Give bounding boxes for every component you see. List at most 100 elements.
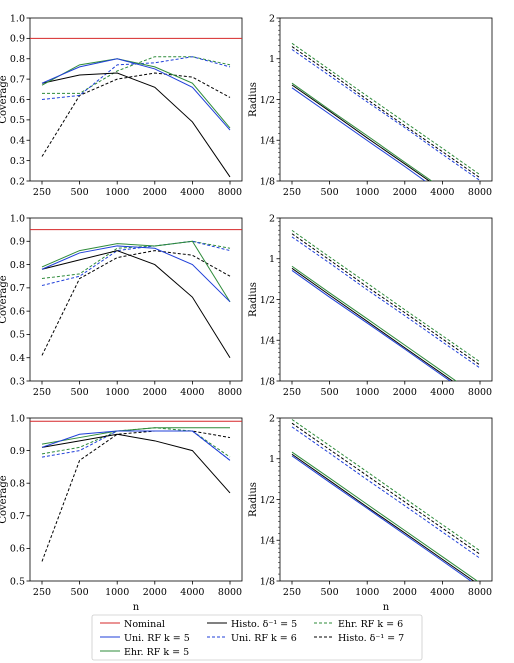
x-tick-label: 2000 [143, 187, 167, 198]
y-tick-label: 1/4 [260, 136, 275, 147]
series-line-histo7 [291, 422, 481, 555]
x-tick-label: 8000 [218, 387, 242, 398]
x-tick-label: 4000 [430, 187, 454, 198]
y-tick-label: 0.6 [10, 544, 25, 555]
plot-area [30, 229, 242, 358]
y-tick-label: 1 [269, 254, 275, 265]
series-line-histo7 [41, 430, 231, 562]
x-tick-label: 8000 [218, 587, 242, 598]
y-tick-label: 0.4 [10, 353, 25, 364]
y-tick-label: 0.8 [10, 54, 25, 65]
x-tick-label: 500 [321, 387, 339, 398]
series-line-ehr5 [291, 82, 433, 181]
x-tick-label: 2000 [143, 387, 167, 398]
plot-frame [279, 417, 493, 582]
plot-frame [29, 417, 243, 582]
y-axis-label: Radius [248, 482, 259, 517]
plot-area [291, 229, 481, 381]
chart-panel-1: 0.2 0.3 0.4 0.5 0.6 0.7 0.8 0.9 1.0 250 500 1000 200… [0, 13, 243, 198]
x-tick-label: 1000 [105, 387, 129, 398]
x-tick-label: 4000 [180, 187, 204, 198]
series-line-histo7 [291, 233, 481, 366]
series-line-uni5 [41, 430, 231, 461]
y-tick-label: 0.5 [10, 115, 25, 126]
chart-panel-4: 1/8 1/4 1/2 1 2 250 500 1000 2000 4000 8000 Radius [248, 213, 493, 398]
x-tick-label: 500 [71, 187, 89, 198]
y-tick-label: 0.3 [10, 156, 25, 167]
y-tick-label: 1.0 [10, 13, 25, 24]
chart-panel-2: 1/8 1/4 1/2 1 2 250 500 1000 2000 4000 8000 Radius [248, 13, 493, 198]
plot-frame [29, 17, 243, 182]
chart-panel-5: 0.5 0.6 0.7 0.8 0.9 1.0 250 500 1000 2000 4000 8000… [0, 413, 243, 613]
series-line-histo5 [41, 433, 231, 494]
series-line-ehr5 [291, 265, 457, 381]
y-axis-label: Coverage [0, 275, 9, 323]
x-tick-label: 1000 [355, 587, 379, 598]
y-tick-label: 0.4 [10, 136, 25, 147]
x-tick-label: 1000 [105, 187, 129, 198]
y-tick-label: 2 [269, 13, 275, 24]
y-tick-label: 2 [269, 413, 275, 424]
y-tick-label: 1/4 [260, 336, 275, 347]
x-tick-label: 4000 [180, 387, 204, 398]
series-line-histo7 [41, 72, 231, 157]
y-tick-label: 0.6 [10, 95, 25, 106]
y-axis-label: Radius [248, 82, 259, 117]
y-tick-label: 1/8 [260, 376, 275, 387]
series-line-ehr6 [42, 56, 231, 94]
y-tick-label: 0.7 [10, 74, 25, 85]
series-line-uni5 [41, 58, 231, 131]
x-tick-label: 1000 [105, 587, 129, 598]
x-axis-label: n [133, 602, 140, 613]
x-tick-label: 2000 [393, 187, 417, 198]
y-tick-label: 1/8 [260, 576, 275, 587]
y-tick-label: 1 [269, 454, 275, 465]
x-tick-label: 2000 [143, 587, 167, 598]
x-tick-label: 500 [321, 187, 339, 198]
y-tick-label: 0.3 [10, 376, 25, 387]
legend-label-ehr5: Ehr. RF k = 5 [124, 647, 189, 658]
y-tick-label: 2 [269, 213, 275, 224]
y-tick-label: 1/8 [260, 176, 275, 187]
series-line-uni6 [291, 426, 481, 559]
panels: 0.2 0.3 0.4 0.5 0.6 0.7 0.8 0.9 1.0 250 500 1000 200… [0, 13, 493, 613]
y-tick-label: 1/2 [260, 495, 275, 506]
series-line-histo5 [41, 250, 231, 358]
y-tick-label: 0.2 [10, 176, 25, 187]
y-tick-label: 1.0 [10, 413, 25, 424]
series-line-histo5 [291, 267, 454, 381]
y-axis-label: Radius [248, 282, 259, 317]
series-line-uni5 [291, 455, 472, 581]
series-line-uni6 [41, 430, 231, 461]
y-axis-label: Coverage [0, 75, 9, 123]
y-tick-label: 0.9 [10, 34, 25, 45]
y-axis-label: Coverage [0, 475, 9, 523]
chart-panel-3: 0.3 0.4 0.5 0.6 0.7 0.8 0.9 1.0 250 500 1000 2000 40… [0, 213, 243, 398]
y-tick-label: 0.8 [10, 260, 25, 271]
y-tick-label: 0.7 [10, 283, 25, 294]
x-tick-label: 250 [33, 587, 51, 598]
x-tick-label: 2000 [393, 587, 417, 598]
legend: Nominal Uni. RF k = 5 Ehr. RF k = 5 Hist… [91, 614, 423, 661]
series-line-ehr6 [291, 42, 481, 176]
series-line-uni6 [41, 240, 231, 287]
x-tick-label: 250 [33, 387, 51, 398]
x-tick-label: 250 [283, 187, 301, 198]
legend-label-histo5: Histo. δ⁻¹ = 5 [231, 619, 297, 630]
y-tick-label: 0.5 [10, 330, 25, 341]
x-tick-label: 8000 [468, 387, 492, 398]
series-line-uni6 [291, 49, 481, 181]
x-tick-label: 500 [71, 587, 89, 598]
x-tick-label: 1000 [355, 387, 379, 398]
series-line-histo7 [41, 250, 231, 356]
legend-label-histo7: Histo. δ⁻¹ = 7 [338, 633, 404, 644]
series-line-histo5 [291, 84, 431, 181]
legend-label-uni6: Uni. RF k = 6 [231, 633, 297, 644]
x-tick-label: 8000 [468, 187, 492, 198]
y-tick-label: 1/4 [260, 536, 275, 547]
plot-area [30, 420, 242, 562]
series-line-uni6 [291, 236, 481, 369]
series-line-histo5 [41, 72, 231, 178]
plot-area [291, 419, 481, 581]
